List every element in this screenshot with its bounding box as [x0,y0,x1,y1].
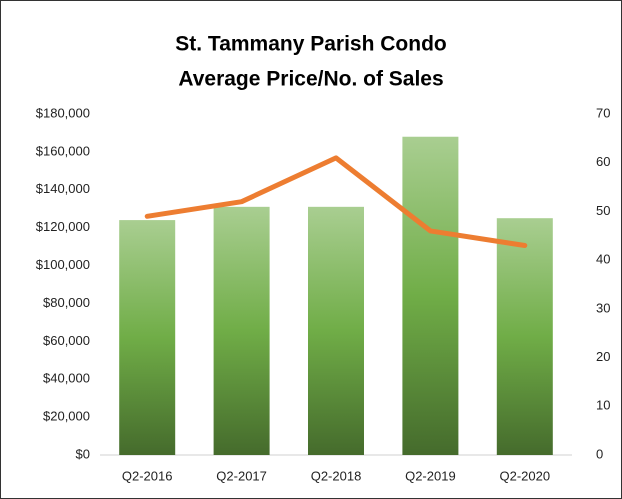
bar [213,206,270,455]
y-tick-label: $80,000 [43,295,90,310]
y-tick-label: $120,000 [36,219,90,234]
y-tick-label: $140,000 [36,181,90,196]
bar [496,218,553,455]
chart-title: Average Price/No. of Sales [178,68,443,91]
chart-title: St. Tammany Parish Condo [175,33,447,56]
y-tick-label: $160,000 [36,143,90,158]
x-tick-label: Q2-2020 [500,468,551,483]
y2-tick-label: 70 [596,105,610,120]
x-tick-label: Q2-2018 [311,468,362,483]
bar [119,220,176,455]
y2-tick-label: 10 [596,398,610,413]
line [144,155,528,249]
bar [402,136,459,455]
y-tick-label: $40,000 [43,371,90,386]
y-tick-label: $0 [76,446,90,461]
y-tick-label: $20,000 [43,409,90,424]
y-tick-label: $100,000 [36,257,90,272]
x-tick-label: Q2-2019 [405,468,456,483]
y2-tick-label: 60 [596,154,610,169]
y2-tick-label: 0 [596,446,603,461]
bar [308,206,364,455]
x-tick-label: Q2-2017 [216,468,267,483]
x-tick-label: Q2-2016 [122,468,173,483]
y2-tick-label: 50 [596,203,610,218]
y-tick-label: $180,000 [36,105,90,120]
y-tick-label: $60,000 [43,333,90,348]
y2-tick-label: 20 [596,349,610,364]
y2-tick-label: 30 [596,300,610,315]
y2-tick-label: 40 [596,252,610,267]
